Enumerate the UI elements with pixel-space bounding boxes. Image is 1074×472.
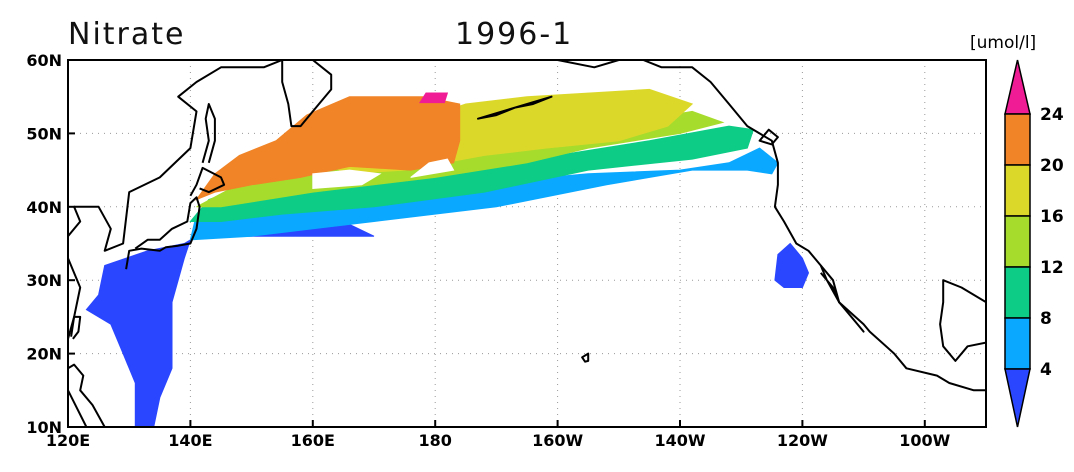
colorbar-segment [1004,164,1031,217]
colorbar-tick-label: 20 [1040,156,1064,176]
colorbar-lower-triangle [1004,368,1031,428]
coast-philippines [68,363,106,427]
colorbar-tick-label: 12 [1040,258,1064,278]
latitude-tick-label: 30N [26,271,62,290]
coast-hokkaido [189,166,226,197]
coast-vancouver-island [758,128,779,146]
colorbar-tick-label: 16 [1040,207,1064,227]
latitude-tick-label: 40N [26,198,62,217]
longitude-tick-label: 180 [418,431,451,450]
coast-gulf-of-mexico [939,279,986,362]
colorbar-tick-label: 24 [1040,105,1064,125]
latitude-tick-label: 20N [26,345,62,364]
field-region-lt4-california [774,242,810,288]
field-region-lt4-west [85,221,375,427]
colorbar-unit: [umol/l] [970,33,1036,53]
latitude-tick-label: 50N [26,124,62,143]
latitude-axis: 10N 20N 30N 40N 50N 60N [26,51,75,437]
longitude-tick-label: 140W [654,431,705,450]
longitude-tick-label: 100W [899,431,950,450]
figure-title: Nitrate [68,17,185,52]
date-label: 1996-1 [455,17,573,52]
field-region-gt24 [418,92,449,104]
coast-aleutians [477,95,553,120]
coastlines [68,60,986,427]
coast-hawaii [581,352,590,363]
longitude-tick-label: 120W [777,431,828,450]
colorbar-segment [1004,113,1031,166]
colorbar: [umol/l] 24 20 16 12 8 4 [970,33,1064,428]
colorbar-segment [1004,215,1031,268]
coast-baja [819,265,865,333]
colorbar-upper-triangle [1004,59,1031,115]
map-plot-area [67,59,987,428]
latitude-tick-label: 10N [26,418,62,437]
coast-japan-kyushu-honshu [125,196,201,270]
field-missing-data [312,169,382,189]
latitude-tick-label: 60N [26,51,62,70]
colorbar-segment [1004,266,1031,319]
colorbar-tick-label: 4 [1040,360,1052,380]
longitude-tick-label: 120E [46,431,90,450]
coast-kamchatka [281,60,333,128]
field-missing-data [410,158,455,178]
coast-sakhalin [201,103,216,164]
longitude-tick-label: 140E [168,431,212,450]
coast-asia [68,60,283,340]
colorbar-tick-label: 8 [1040,309,1052,329]
nitrate-field [85,88,810,427]
map-frame [67,59,987,428]
field-region-20to24 [195,96,461,201]
longitude-tick-label: 160E [291,431,335,450]
coast-north-america [557,60,986,392]
longitude-axis: 120E 140E 160E 180 160W 140W 120W 100W [46,420,951,450]
colorbar-segment [1004,317,1031,370]
longitude-tick-label: 160W [532,431,583,450]
coast-taiwan [70,315,82,340]
